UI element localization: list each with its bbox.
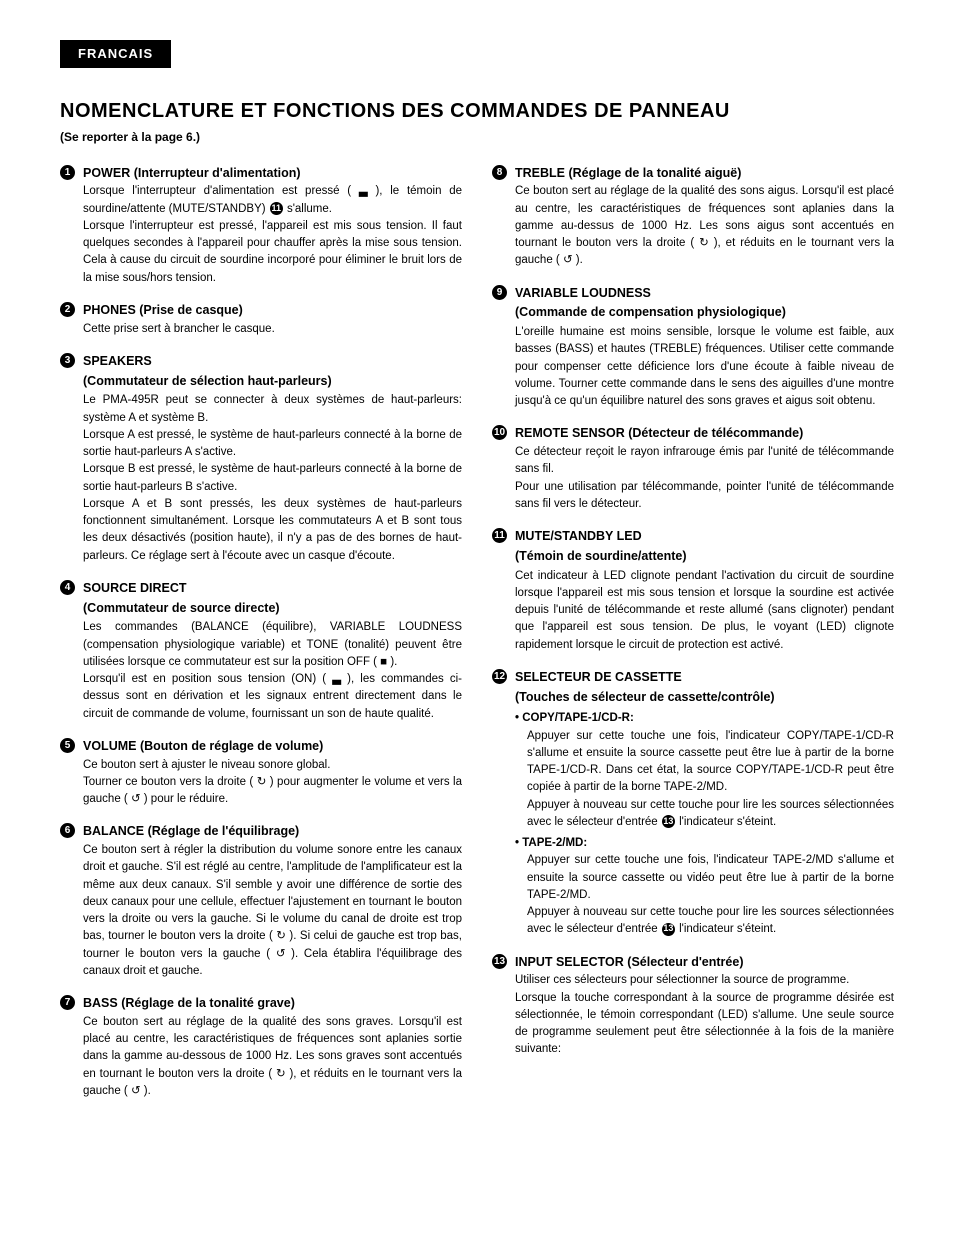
- entry-3: 3 SPEAKERS (Commutateur de sélection hau…: [60, 352, 462, 565]
- inline-badge-icon: 13: [662, 815, 675, 828]
- badge-icon: 10: [492, 425, 507, 440]
- entry-title: INPUT SELECTOR (Sélecteur d'entrée): [515, 953, 894, 972]
- sub-bullet-text: Appuyer sur cette touche une fois, l'ind…: [527, 852, 894, 938]
- text-part: Appuyer sur cette touche une fois, l'ind…: [527, 730, 894, 794]
- badge-icon: 11: [492, 528, 507, 543]
- badge-icon: 6: [60, 823, 75, 838]
- text-part: s'allume.: [284, 203, 332, 215]
- entry-13: 13 INPUT SELECTOR (Sélecteur d'entrée) U…: [492, 953, 894, 1059]
- entry-text: Ce détecteur reçoit le rayon infrarouge …: [515, 444, 894, 513]
- entry-subtitle: (Commutateur de sélection haut-parleurs): [83, 372, 462, 391]
- content-columns: 1 POWER (Interrupteur d'alimentation) Lo…: [60, 164, 894, 1115]
- entry-subtitle: (Commutateur de source directe): [83, 599, 462, 618]
- text-part: Lorsque l'interrupteur est pressé, l'app…: [83, 220, 462, 284]
- entry-text: Lorsque l'interrupteur d'alimentation es…: [83, 183, 462, 287]
- entry-title: VARIABLE LOUDNESS: [515, 284, 894, 303]
- entry-title: PHONES (Prise de casque): [83, 301, 462, 320]
- badge-icon: 4: [60, 580, 75, 595]
- entry-title: SELECTEUR DE CASSETTE: [515, 668, 894, 687]
- sub-bullet-2: • TAPE-2/MD: Appuyer sur cette touche un…: [515, 835, 894, 939]
- badge-icon: 7: [60, 995, 75, 1010]
- badge-icon: 8: [492, 165, 507, 180]
- entry-12: 12 SELECTEUR DE CASSETTE (Touches de sél…: [492, 668, 894, 939]
- badge-icon: 13: [492, 954, 507, 969]
- sub-bullet-1: • COPY/TAPE-1/CD-R: Appuyer sur cette to…: [515, 710, 894, 831]
- sub-bullet-title: • COPY/TAPE-1/CD-R:: [515, 710, 894, 727]
- sub-bullet-text: Appuyer sur cette touche une fois, l'ind…: [527, 728, 894, 832]
- entry-title: SOURCE DIRECT: [83, 579, 462, 598]
- entry-title: REMOTE SENSOR (Détecteur de télécommande…: [515, 424, 894, 443]
- left-column: 1 POWER (Interrupteur d'alimentation) Lo…: [60, 164, 462, 1115]
- entry-1: 1 POWER (Interrupteur d'alimentation) Lo…: [60, 164, 462, 287]
- entry-11: 11 MUTE/STANDBY LED (Témoin de sourdine/…: [492, 527, 894, 654]
- entry-2: 2 PHONES (Prise de casque) Cette prise s…: [60, 301, 462, 338]
- entry-10: 10 REMOTE SENSOR (Détecteur de télécomma…: [492, 424, 894, 513]
- entry-title: SPEAKERS: [83, 352, 462, 371]
- entry-text: Cette prise sert à brancher le casque.: [83, 321, 462, 338]
- badge-icon: 1: [60, 165, 75, 180]
- badge-icon: 12: [492, 669, 507, 684]
- language-tab: FRANCAIS: [60, 40, 171, 68]
- entry-text: Ce bouton sert à régler la distribution …: [83, 842, 462, 980]
- entry-title: MUTE/STANDBY LED: [515, 527, 894, 546]
- entry-subtitle: (Touches de sélecteur de cassette/contrô…: [515, 688, 894, 707]
- text-part: l'indicateur s'éteint.: [676, 816, 776, 828]
- entry-text: Utiliser ces sélecteurs pour sélectionne…: [515, 972, 894, 1058]
- entry-text: L'oreille humaine est moins sensible, lo…: [515, 324, 894, 410]
- entry-title: BASS (Réglage de la tonalité grave): [83, 994, 462, 1013]
- entry-text: Les commandes (BALANCE (équilibre), VARI…: [83, 619, 462, 723]
- entry-title: TREBLE (Réglage de la tonalité aiguë): [515, 164, 894, 183]
- entry-6: 6 BALANCE (Réglage de l'équilibrage) Ce …: [60, 822, 462, 980]
- entry-5: 5 VOLUME (Bouton de réglage de volume) C…: [60, 737, 462, 809]
- entry-subtitle: (Commande de compensation physiologique): [515, 303, 894, 322]
- page-subtitle: (Se reporter à la page 6.): [60, 128, 894, 146]
- entry-9: 9 VARIABLE LOUDNESS (Commande de compens…: [492, 284, 894, 411]
- badge-icon: 3: [60, 353, 75, 368]
- text-part: Appuyer sur cette touche une fois, l'ind…: [527, 854, 894, 901]
- inline-badge-icon: 11: [270, 202, 283, 215]
- inline-badge-icon: 13: [662, 923, 675, 936]
- entry-7: 7 BASS (Réglage de la tonalité grave) Ce…: [60, 994, 462, 1100]
- badge-icon: 2: [60, 302, 75, 317]
- entry-8: 8 TREBLE (Réglage de la tonalité aiguë) …: [492, 164, 894, 270]
- badge-icon: 9: [492, 285, 507, 300]
- page-title: NOMENCLATURE ET FONCTIONS DES COMMANDES …: [60, 96, 894, 126]
- entry-text: Ce bouton sert au réglage de la qualité …: [515, 183, 894, 269]
- badge-icon: 5: [60, 738, 75, 753]
- sub-bullet-title: • TAPE-2/MD:: [515, 835, 894, 852]
- right-column: 8 TREBLE (Réglage de la tonalité aiguë) …: [492, 164, 894, 1115]
- entry-title: POWER (Interrupteur d'alimentation): [83, 164, 462, 183]
- text-part: l'indicateur s'éteint.: [676, 923, 776, 935]
- entry-text: Ce bouton sert au réglage de la qualité …: [83, 1014, 462, 1100]
- entry-title: VOLUME (Bouton de réglage de volume): [83, 737, 462, 756]
- entry-text: Cet indicateur à LED clignote pendant l'…: [515, 568, 894, 654]
- entry-title: BALANCE (Réglage de l'équilibrage): [83, 822, 462, 841]
- entry-subtitle: (Témoin de sourdine/attente): [515, 547, 894, 566]
- entry-4: 4 SOURCE DIRECT (Commutateur de source d…: [60, 579, 462, 723]
- entry-text: Le PMA-495R peut se connecter à deux sys…: [83, 392, 462, 565]
- entry-text: Ce bouton sert à ajuster le niveau sonor…: [83, 757, 462, 809]
